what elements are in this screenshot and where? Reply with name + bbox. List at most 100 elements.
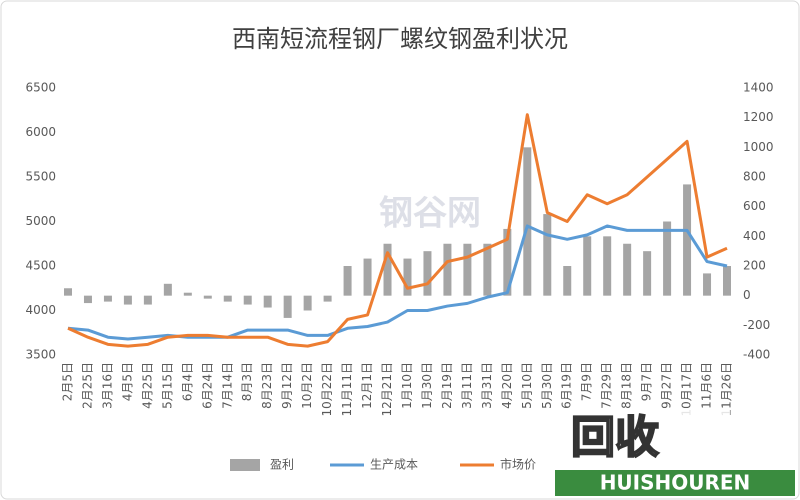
bar xyxy=(123,295,132,305)
x-tick-label: 8月23日 xyxy=(260,362,274,409)
y-tick-label: 6000 xyxy=(25,125,56,139)
bar xyxy=(303,295,312,311)
x-tick-label: 9月12日 xyxy=(280,362,294,409)
x-tick-label: 10月17日 xyxy=(680,362,694,417)
bar xyxy=(663,221,672,296)
legend-label: 市场价 xyxy=(500,457,536,472)
y-tick-label: 4500 xyxy=(25,259,56,273)
x-tick-label: 5月30日 xyxy=(540,362,554,409)
bar xyxy=(64,288,72,296)
y2-tick-label: 1400 xyxy=(743,81,774,95)
bar xyxy=(383,243,392,296)
bar xyxy=(583,236,592,296)
y2-tick-label: 400 xyxy=(743,229,766,243)
y2-tick-label: 1200 xyxy=(743,110,774,124)
x-tick-label: 9月7日 xyxy=(640,362,654,401)
y2-tick-label: -200 xyxy=(743,318,770,332)
bar xyxy=(83,295,92,304)
x-tick-label: 6月4日 xyxy=(180,362,194,401)
plot-area: 3500 4000 4500 5000 5500 6000 6500 -400 -200 0 200… xyxy=(25,81,773,417)
logo-band xyxy=(555,470,795,496)
x-tick-label: 6月19日 xyxy=(560,362,574,409)
y2-tick-label: 600 xyxy=(743,199,766,213)
x-tick-label: 7月14日 xyxy=(220,362,234,409)
bar xyxy=(283,295,292,318)
y-tick-label: 5000 xyxy=(25,214,56,228)
logo-bg xyxy=(555,408,730,466)
bar xyxy=(343,266,352,296)
x-tick-label: 11月11日 xyxy=(340,362,354,417)
logo-text: 回收 xyxy=(571,412,659,463)
watermark: 钢谷网 xyxy=(379,194,481,234)
x-tick-label: 5月10日 xyxy=(520,362,534,409)
bar xyxy=(463,243,472,296)
x-tick-label: 8月18日 xyxy=(620,362,634,409)
y2-tick-label: -400 xyxy=(743,348,770,362)
bar xyxy=(323,295,332,302)
y2-tick-label: 200 xyxy=(743,259,766,273)
x-tick-label: 7月29日 xyxy=(600,362,614,409)
legend: 盈利 生产成本 市场价 xyxy=(230,457,536,472)
x-tick-label: 2月25日 xyxy=(80,362,94,409)
x-tick-label: 6月24日 xyxy=(200,362,214,409)
x-tick-label: 4月20日 xyxy=(500,362,514,409)
x-tick-label: 2月5日 xyxy=(61,362,75,401)
x-tick-label: 1月10日 xyxy=(400,362,414,409)
y-tick-label: 5500 xyxy=(25,170,56,184)
bar xyxy=(703,273,712,296)
logo-brand: HUISHOUREN xyxy=(600,471,751,495)
y2-tick-label: 1000 xyxy=(743,140,774,154)
x-tick-label: 10月2日 xyxy=(300,362,314,409)
x-tick-label: 12月1日 xyxy=(360,362,374,409)
bar xyxy=(563,266,572,296)
bar xyxy=(443,243,452,296)
x-tick-label: 3月11日 xyxy=(460,362,474,409)
bar xyxy=(403,258,412,296)
x-tick-label: 5月15日 xyxy=(160,362,174,409)
chart-title: 西南短流程钢厂螺纹钢盈利状况 xyxy=(232,25,568,53)
x-tick-label: 11月26日 xyxy=(720,362,734,417)
bar xyxy=(243,295,252,305)
bar xyxy=(183,292,192,296)
x-tick-label: 3月16日 xyxy=(100,362,114,409)
bar xyxy=(523,147,532,296)
y2-tick-label: 0 xyxy=(743,288,751,302)
bar xyxy=(263,295,272,308)
y-tick-label: 3500 xyxy=(25,348,56,362)
x-tick-label: 12月21日 xyxy=(380,362,394,417)
x-tick-label: 3月31日 xyxy=(480,362,494,409)
bar xyxy=(423,251,432,296)
x-tick-label: 2月19日 xyxy=(440,362,454,409)
legend-swatch xyxy=(230,459,260,471)
bar xyxy=(603,236,612,296)
x-tick-label: 4月25日 xyxy=(140,362,154,409)
bar xyxy=(503,228,512,296)
legend-label: 生产成本 xyxy=(370,458,418,472)
bar xyxy=(163,283,172,296)
bar xyxy=(363,258,372,296)
x-tick-label: 8月3日 xyxy=(240,362,254,401)
x-tick-label: 10月22日 xyxy=(320,362,334,417)
bar xyxy=(683,184,692,296)
x-tick-label: 7月9日 xyxy=(580,362,594,401)
y2-tick-label: 800 xyxy=(743,170,766,184)
line xyxy=(67,113,728,348)
bar xyxy=(483,243,492,296)
bar xyxy=(643,251,652,296)
bar xyxy=(103,295,112,302)
x-tick-label: 11月6日 xyxy=(700,362,714,409)
legend-label: 盈利 xyxy=(270,458,294,472)
bar xyxy=(203,295,212,299)
bar xyxy=(143,295,152,305)
bar xyxy=(543,214,552,296)
y-tick-label: 6500 xyxy=(25,81,56,95)
x-tick-label: 9月27日 xyxy=(660,362,674,409)
bar xyxy=(723,266,731,296)
x-tick-label: 4月5日 xyxy=(120,362,134,401)
bar xyxy=(223,295,232,302)
y-tick-label: 4000 xyxy=(25,303,56,317)
x-tick-label: 1月30日 xyxy=(420,362,434,409)
bar xyxy=(623,243,632,296)
